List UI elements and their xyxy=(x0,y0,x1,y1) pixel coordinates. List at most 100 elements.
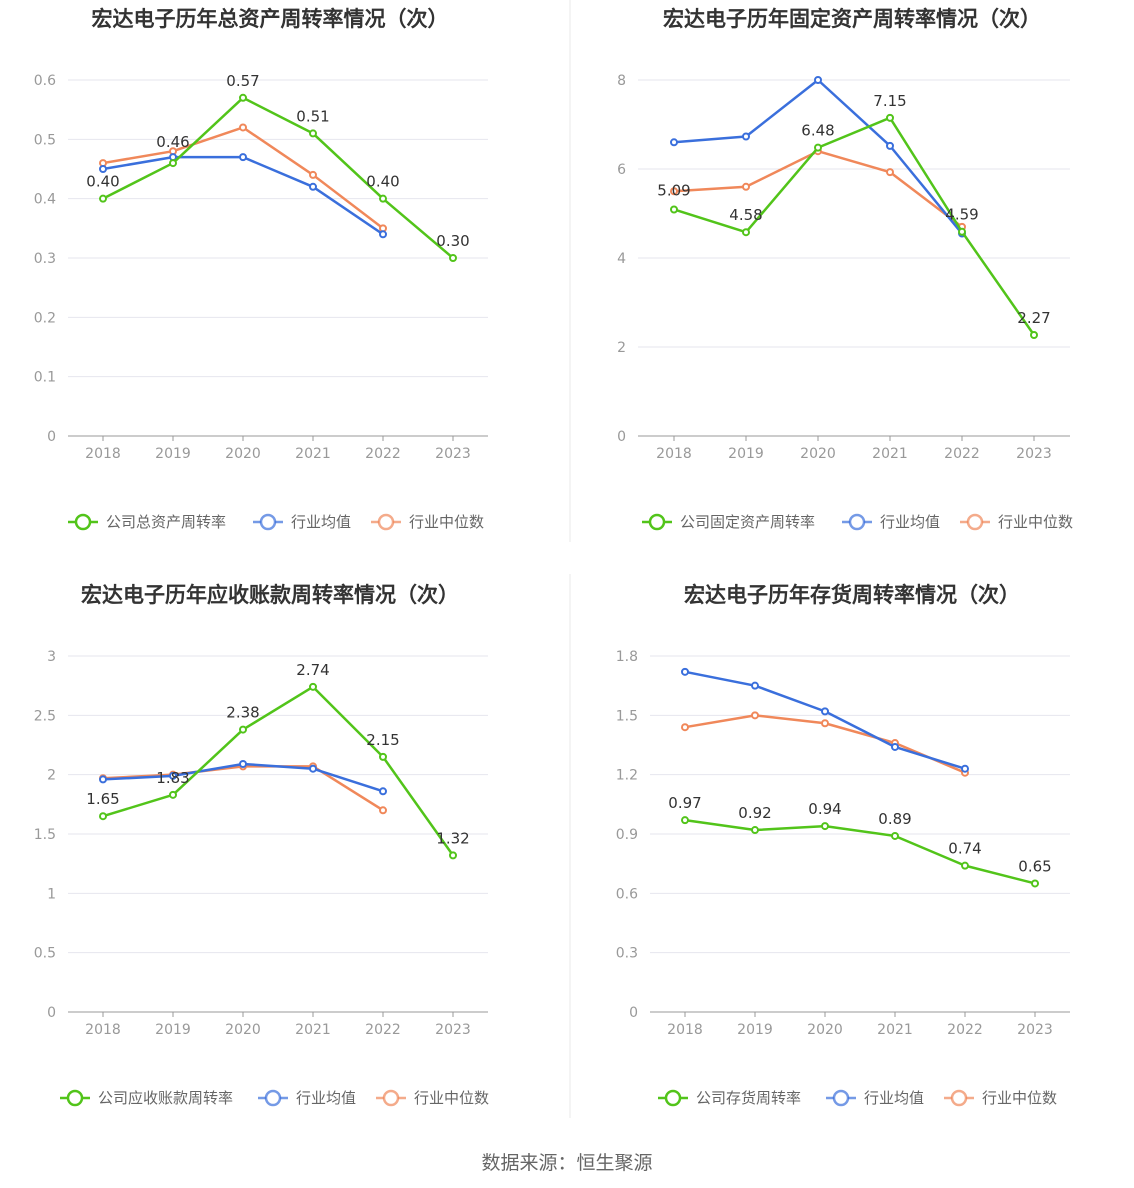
data-point-company xyxy=(742,228,750,237)
data-label: 2.74 xyxy=(296,661,329,679)
x-tick-label: 2022 xyxy=(365,446,401,462)
legend-marker-icon xyxy=(259,513,277,531)
data-point-company xyxy=(751,826,759,835)
legend-item-median: 行业中位数 xyxy=(944,1089,1057,1107)
legend-label: 行业中位数 xyxy=(414,1089,489,1107)
y-tick-label: 0.3 xyxy=(616,946,638,962)
data-label: 1.32 xyxy=(436,829,469,847)
legend-marker-icon xyxy=(74,513,92,531)
x-tick-label: 2019 xyxy=(155,1022,191,1038)
y-tick-label: 0.6 xyxy=(616,886,638,902)
data-point-avg xyxy=(751,681,759,690)
data-label: 6.48 xyxy=(801,122,834,140)
x-tick-label: 2020 xyxy=(807,1022,843,1038)
data-point-company xyxy=(99,812,107,821)
data-point-company xyxy=(814,143,822,152)
legend-label: 公司总资产周转率 xyxy=(106,513,226,531)
legend-label: 行业均值 xyxy=(864,1089,924,1107)
data-point-avg xyxy=(99,165,107,173)
data-label: 4.58 xyxy=(729,206,762,224)
data-point-company xyxy=(958,227,966,236)
x-tick-label: 2023 xyxy=(435,1022,471,1038)
x-tick-label: 2022 xyxy=(947,1022,983,1038)
data-label: 1.65 xyxy=(86,790,119,808)
x-tick-label: 2020 xyxy=(225,1022,261,1038)
y-tick-label: 0 xyxy=(47,1005,56,1021)
chart-panel-1: 宏达电子历年总资产周转率情况（次） 0 0.1 0.2 0.3 0.4 0.5 0.6 2018… xyxy=(34,7,488,531)
legend-marker-icon xyxy=(66,1089,84,1107)
data-label: 4.59 xyxy=(945,206,978,224)
data-point-median xyxy=(670,187,678,196)
data-label: 0.51 xyxy=(296,107,329,125)
data-point-company xyxy=(886,113,894,122)
y-tick-label: 0.5 xyxy=(34,132,56,148)
legend-label: 行业均值 xyxy=(291,513,351,531)
x-tick-label: 2023 xyxy=(1017,1022,1053,1038)
legend-label: 公司应收账款周转率 xyxy=(98,1089,233,1107)
data-point-company xyxy=(379,194,387,203)
data-point-avg xyxy=(309,182,317,191)
data-point-median xyxy=(821,719,829,728)
y-tick-label: 0 xyxy=(629,1005,638,1021)
x-tick-label: 2022 xyxy=(365,1022,401,1038)
y-tick-label: 2.5 xyxy=(34,708,56,724)
data-point-company xyxy=(99,194,107,203)
chart-panel-2: 宏达电子历年固定资产周转率情况（次） 0 2 4 6 8 2018 2019 2020 2021 2… xyxy=(617,7,1073,531)
x-tick-label: 2018 xyxy=(85,1022,121,1038)
chart-panel-4: 宏达电子历年存货周转率情况（次） 0 0.3 0.6 0.9 1.2 1.5 1.8 2018 2… xyxy=(616,583,1070,1107)
y-tick-label: 1.5 xyxy=(616,708,638,724)
data-point-avg xyxy=(821,707,829,716)
data-label: 0.46 xyxy=(156,133,189,151)
legend-item-company: 公司应收账款周转率 xyxy=(60,1089,233,1107)
y-tick-label: 0 xyxy=(617,429,626,445)
data-point-company xyxy=(961,861,969,870)
data-point-company xyxy=(169,790,177,799)
data-point-company xyxy=(1030,330,1038,339)
data-point-company xyxy=(821,822,829,831)
x-tick-label: 2021 xyxy=(877,1022,913,1038)
chart-panel-3: 宏达电子历年应收账款周转率情况（次） 0 0.5 1 1.5 2 2.5 3 2018 2019 2… xyxy=(34,583,489,1107)
legend-marker-icon xyxy=(966,513,984,531)
series-line-company xyxy=(673,116,1036,336)
legend-marker-icon xyxy=(382,1089,400,1107)
x-tick-label: 2022 xyxy=(944,446,980,462)
data-point-company xyxy=(239,725,247,734)
legend-item-company: 公司固定资产周转率 xyxy=(642,513,815,531)
legend-item-avg: 行业均值 xyxy=(826,1089,924,1107)
data-point-company xyxy=(1031,879,1039,888)
data-point-company xyxy=(449,851,457,860)
legend-label: 公司存货周转率 xyxy=(696,1089,801,1107)
data-point-company xyxy=(449,254,457,262)
y-tick-label: 1.2 xyxy=(616,768,638,784)
y-tick-label: 0.4 xyxy=(34,192,56,208)
legend-item-company: 公司存货周转率 xyxy=(658,1089,801,1107)
legend-marker-icon xyxy=(264,1089,282,1107)
data-label: 0.97 xyxy=(668,794,701,812)
data-point-avg xyxy=(681,667,689,676)
legend-item-avg: 行业均值 xyxy=(253,513,351,531)
data-point-median xyxy=(239,123,247,132)
y-tick-label: 1.8 xyxy=(616,649,638,665)
data-label: 2.15 xyxy=(366,731,399,749)
data-point-company xyxy=(681,816,689,825)
data-point-company xyxy=(309,682,317,691)
legend-item-median: 行业中位数 xyxy=(376,1089,489,1107)
legend-marker-icon xyxy=(950,1089,968,1107)
y-tick-label: 0.9 xyxy=(616,827,638,843)
data-label: 0.74 xyxy=(948,840,981,858)
data-point-company xyxy=(891,831,899,840)
x-tick-label: 2018 xyxy=(85,446,121,462)
y-tick-label: 2 xyxy=(617,340,626,356)
x-tick-label: 2020 xyxy=(800,446,836,462)
y-tick-label: 4 xyxy=(617,251,626,267)
series-line-avg xyxy=(673,78,963,235)
legend-item-avg: 行业均值 xyxy=(258,1089,356,1107)
chart-title: 宏达电子历年存货周转率情况（次） xyxy=(684,583,1020,607)
data-point-avg xyxy=(379,787,387,796)
legend-item-median: 行业中位数 xyxy=(960,513,1073,531)
data-label: 5.09 xyxy=(657,181,690,199)
y-tick-label: 0.5 xyxy=(34,946,56,962)
data-point-company xyxy=(169,159,177,168)
legend-label: 行业中位数 xyxy=(998,513,1073,531)
data-point-avg xyxy=(239,153,247,162)
